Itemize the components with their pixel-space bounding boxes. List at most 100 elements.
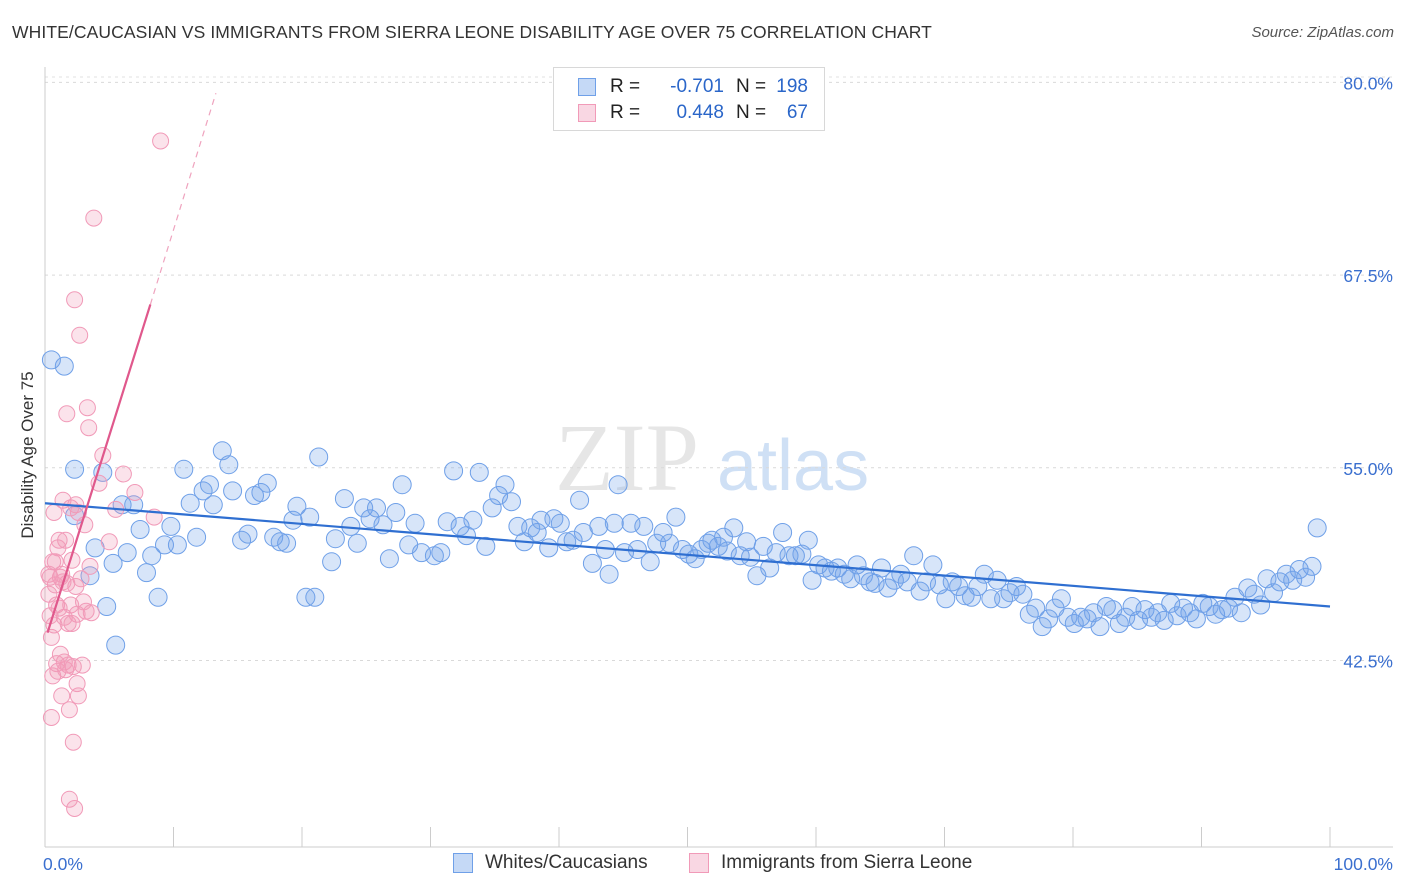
white-point xyxy=(80,566,100,586)
sierra-leone-point xyxy=(66,800,84,817)
legend-n-value: 198 xyxy=(776,76,808,97)
white-point xyxy=(347,533,367,553)
white-point xyxy=(137,563,156,583)
white-point xyxy=(305,587,325,607)
legend-swatch-whites xyxy=(453,853,473,873)
white-point xyxy=(277,533,297,553)
white-point xyxy=(270,532,290,552)
white-point xyxy=(495,475,515,495)
white-point xyxy=(200,475,219,495)
white-point xyxy=(891,564,911,584)
sierra-leone-point xyxy=(42,709,60,726)
legend-label-sierra-leone: Immigrants from Sierra Leone xyxy=(721,852,973,873)
white-point xyxy=(180,493,200,513)
sierra-leone-point xyxy=(50,531,68,549)
white-point xyxy=(142,546,162,566)
white-point xyxy=(212,441,232,461)
sierra-leone-point xyxy=(126,484,144,501)
sierra-leone-point xyxy=(114,465,132,483)
sierra-leone-point xyxy=(72,570,90,588)
sierra-leone-point xyxy=(64,733,82,751)
white-point xyxy=(923,555,943,575)
sierra-leone-point xyxy=(80,419,98,437)
white-point xyxy=(1154,610,1174,630)
white-point xyxy=(1084,603,1104,623)
watermark-atlas: atlas xyxy=(717,426,869,506)
white-point xyxy=(386,503,406,522)
white-point xyxy=(962,587,981,607)
white-point xyxy=(1013,584,1033,604)
white-point xyxy=(257,473,277,493)
series-sierra-leone-points xyxy=(40,132,170,817)
white-point xyxy=(482,498,502,518)
white-point xyxy=(640,552,660,572)
white-point xyxy=(527,523,547,542)
sierra-leone-point xyxy=(60,701,78,719)
white-point xyxy=(1026,598,1046,618)
legend-n-label: N = xyxy=(736,76,767,97)
white-point xyxy=(539,538,559,558)
white-point xyxy=(450,516,470,536)
white-point xyxy=(708,536,728,556)
white-point xyxy=(174,459,194,479)
white-point xyxy=(367,498,386,518)
white-point xyxy=(476,536,496,556)
white-point xyxy=(589,516,609,536)
white-point xyxy=(103,553,123,573)
white-point xyxy=(444,461,464,481)
white-point xyxy=(653,523,673,542)
white-point xyxy=(1116,607,1136,627)
legend-n-label: N = xyxy=(736,102,767,123)
white-point xyxy=(469,462,489,482)
legend-item-whites[interactable]: Whites/Caucasians xyxy=(453,852,648,874)
white-point xyxy=(1231,603,1251,623)
sierra-leone-point xyxy=(66,291,84,309)
sierra-leone-point xyxy=(82,604,100,622)
white-point xyxy=(1212,600,1232,620)
white-point xyxy=(287,496,307,516)
legend-item-sierra-leone[interactable]: Immigrants from Sierra Leone xyxy=(689,852,972,874)
y-axis-label: Disability Age Over 75 xyxy=(18,371,37,538)
white-point xyxy=(117,543,137,563)
sierra-leone-point xyxy=(85,209,103,227)
white-point xyxy=(65,459,85,479)
chart-title: WHITE/CAUCASIAN VS IMMIGRANTS FROM SIERR… xyxy=(12,22,932,42)
white-point xyxy=(798,530,818,550)
legend-swatch-sierra-leone xyxy=(689,853,709,873)
white-point xyxy=(238,524,258,544)
y-tick-label: 80.0% xyxy=(1343,73,1393,93)
white-point xyxy=(1135,600,1155,620)
trend-line-sierra-leone-extension xyxy=(149,93,217,305)
white-point xyxy=(1307,518,1327,538)
white-point xyxy=(251,483,271,502)
white-point xyxy=(203,495,223,515)
white-point xyxy=(570,490,590,510)
y-tick-label: 55.0% xyxy=(1343,459,1393,479)
sierra-leone-point xyxy=(100,533,118,551)
white-point xyxy=(130,520,150,539)
white-point xyxy=(1071,607,1091,627)
grid-lines xyxy=(45,76,1393,661)
white-point xyxy=(1244,584,1264,604)
white-point xyxy=(872,558,891,578)
x-tick-label: 0.0% xyxy=(43,854,83,874)
legend-r-label: R = xyxy=(610,76,641,97)
white-point xyxy=(582,553,602,573)
white-point xyxy=(300,507,320,527)
white-point xyxy=(1051,589,1071,609)
white-point xyxy=(724,518,744,538)
white-point xyxy=(1045,598,1065,618)
white-point xyxy=(878,578,898,598)
sierra-leone-point xyxy=(62,596,80,614)
white-point xyxy=(1289,560,1309,579)
white-point xyxy=(309,447,329,467)
white-point xyxy=(187,527,207,547)
white-point xyxy=(379,549,399,569)
legend-row-sierra-leone: R = 0.448 N = 67 xyxy=(578,101,808,125)
sierra-leone-point xyxy=(69,687,87,705)
white-point xyxy=(608,475,628,495)
axes xyxy=(44,67,1393,848)
white-point xyxy=(1039,609,1059,629)
y-tick-label: 42.5% xyxy=(1343,651,1393,671)
